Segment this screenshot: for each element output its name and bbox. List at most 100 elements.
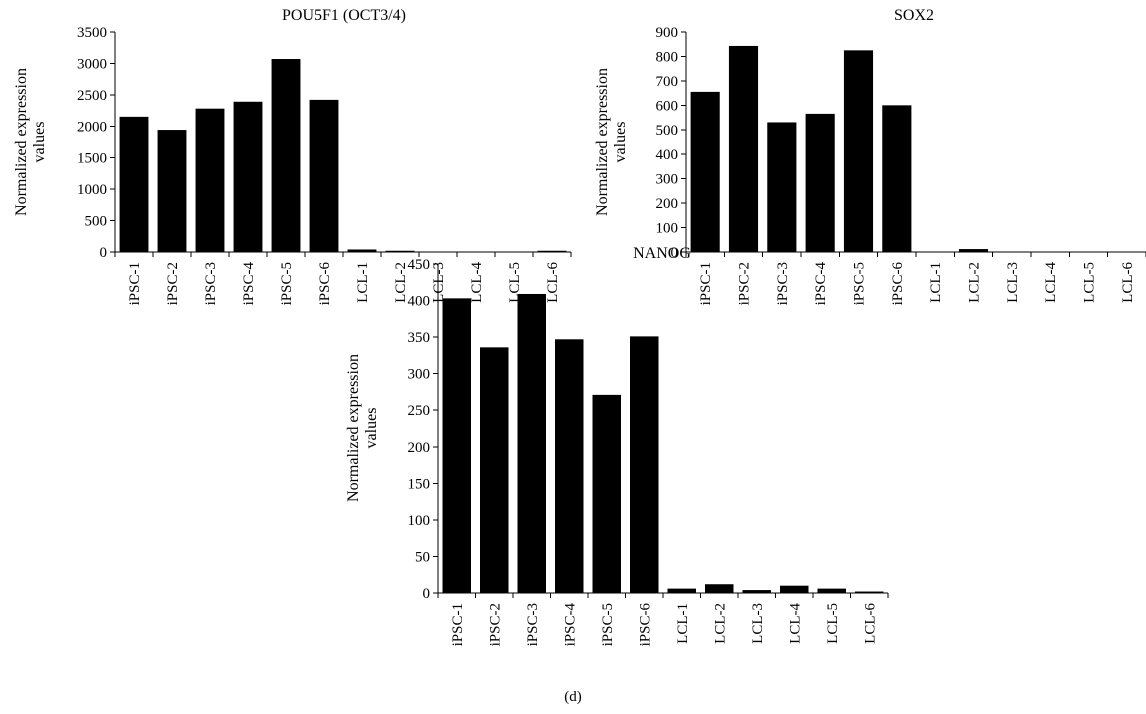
x-tick-label: LCL-2	[393, 262, 409, 303]
bar-ipsc-6	[309, 99, 339, 252]
bar-ipsc-2	[480, 347, 509, 593]
x-tick-label: iPSC-1	[450, 603, 466, 646]
y-tick-label: 400	[656, 147, 679, 163]
x-tick-label: LCL-3	[431, 262, 447, 303]
bar-ipsc-1	[119, 116, 149, 252]
x-tick-label: iPSC-2	[487, 603, 503, 646]
y-tick-label: 2500	[77, 88, 107, 104]
x-tick-label: iPSC-3	[525, 603, 541, 646]
x-tick-label: LCL-6	[1120, 262, 1136, 303]
x-tick-label: iPSC-1	[127, 262, 143, 305]
y-tick-label: 350	[408, 330, 431, 346]
bar-lcl-3	[742, 590, 771, 593]
y-tick-label: 3000	[77, 56, 107, 72]
x-tick-label: iPSC-4	[562, 603, 578, 647]
x-tick-label: iPSC-6	[890, 262, 906, 306]
y-tick-label: 400	[408, 294, 431, 310]
y-tick-label: 1500	[77, 151, 107, 167]
bar-ipsc-3	[767, 122, 797, 252]
y-tick-label: 700	[656, 74, 679, 90]
bar-ipsc-5	[592, 394, 621, 593]
y-tick-label: 0	[423, 586, 431, 602]
bar-ipsc-6	[630, 336, 659, 593]
x-tick-label: LCL-5	[1082, 262, 1098, 303]
y-tick-label: 200	[408, 440, 431, 456]
bar-lcl-6	[855, 591, 884, 593]
x-tick-label: iPSC-5	[852, 262, 868, 305]
x-tick-label: iPSC-4	[813, 262, 829, 306]
bar-lcl-2	[385, 250, 415, 252]
bar-ipsc-4	[805, 113, 835, 252]
bar-ipsc-2	[157, 130, 187, 252]
y-tick-label: 500	[85, 214, 108, 230]
bar-ipsc-6	[882, 105, 912, 252]
bar-ipsc-4	[233, 101, 263, 253]
x-tick-label: iPSC-3	[203, 262, 219, 305]
y-tick-label: 450	[408, 257, 431, 273]
y-tick-label: 150	[408, 476, 431, 492]
chart-sox2: SOX2 Normalized expressionvalues 0 100 200 30…	[594, 7, 1146, 305]
bar-lcl-5	[817, 588, 846, 593]
y-tick-label: 500	[656, 123, 679, 139]
x-tick-label: iPSC-1	[698, 262, 714, 305]
x-tick-label: LCL-1	[675, 603, 691, 644]
x-tick-label: iPSC-3	[775, 262, 791, 305]
y-tick-label: 200	[656, 196, 679, 212]
bar-ipsc-5	[843, 50, 874, 253]
y-tick-label: 0	[671, 245, 679, 261]
bar-ipsc-1	[690, 91, 720, 252]
chart-title-sox2: SOX2	[894, 7, 934, 24]
y-tick-label: 100	[656, 221, 679, 237]
x-tick-label: LCL-1	[355, 262, 371, 303]
x-tick-label: LCL-5	[825, 603, 841, 644]
figure-panel-label: (d)	[564, 689, 582, 705]
x-tick-label: LCL-2	[712, 603, 728, 644]
y-tick-label: 0	[100, 245, 108, 261]
y-tick-label: 300	[656, 172, 679, 188]
x-tick-label: LCL-4	[1043, 262, 1059, 303]
y-axis-label-pou5f1: Normalized expressionvalues	[13, 68, 48, 216]
y-axis-label-sox2: Normalized expressionvalues	[594, 68, 629, 216]
x-tick-label: iPSC-5	[600, 603, 616, 646]
bar-lcl-2	[958, 249, 989, 252]
x-tick-label: LCL-1	[928, 262, 944, 303]
bar-lcl-1	[667, 588, 696, 593]
chart-pou5f1: POU5F1 (OCT3/4) Normalized expressionvalu…	[13, 7, 572, 306]
x-tick-label: iPSC-4	[241, 262, 257, 306]
x-tick-label: LCL-4	[787, 603, 803, 644]
bar-ipsc-3	[195, 108, 225, 252]
bar-ipsc-2	[728, 45, 759, 252]
x-tick-label: LCL-3	[750, 603, 766, 644]
bar-lcl-2	[705, 584, 734, 593]
bar-ipsc-1	[442, 298, 471, 593]
x-tick-label: LCL-6	[862, 603, 878, 644]
x-tick-label: LCL-3	[1005, 262, 1021, 303]
y-tick-label: 800	[656, 49, 679, 65]
bar-lcl-1	[347, 249, 377, 252]
y-tick-label: 600	[656, 98, 679, 114]
x-tick-label: LCL-4	[469, 262, 485, 303]
y-tick-label: 300	[408, 367, 431, 383]
y-tick-label: 250	[408, 403, 431, 419]
y-tick-label: 50	[415, 549, 430, 565]
bar-lcl-6	[537, 250, 567, 252]
y-tick-label: 2000	[77, 119, 107, 135]
y-tick-label: 3500	[77, 25, 107, 41]
chart-title-nanog: NANOG	[633, 245, 691, 262]
x-tick-label: iPSC-5	[279, 262, 295, 305]
x-tick-label: LCL-2	[967, 262, 983, 303]
bar-lcl-4	[780, 585, 809, 593]
bar-ipsc-5	[271, 59, 301, 253]
x-tick-label: iPSC-2	[165, 262, 181, 305]
x-tick-label: iPSC-6	[637, 603, 653, 647]
chart-title-pou5f1: POU5F1 (OCT3/4)	[282, 7, 406, 24]
bar-ipsc-3	[517, 293, 546, 593]
y-axis-label-nanog: Normalized expressionvalues	[345, 354, 380, 502]
x-tick-label: LCL-5	[507, 262, 523, 303]
chart-nanog: NANOG Normalized expressionvalues 0 50 100 15…	[345, 245, 889, 647]
y-tick-label: 900	[656, 25, 679, 41]
y-tick-label: 1000	[77, 182, 107, 198]
bar-ipsc-4	[555, 339, 584, 593]
y-tick-label: 100	[408, 513, 431, 529]
x-tick-label: iPSC-6	[317, 262, 333, 306]
